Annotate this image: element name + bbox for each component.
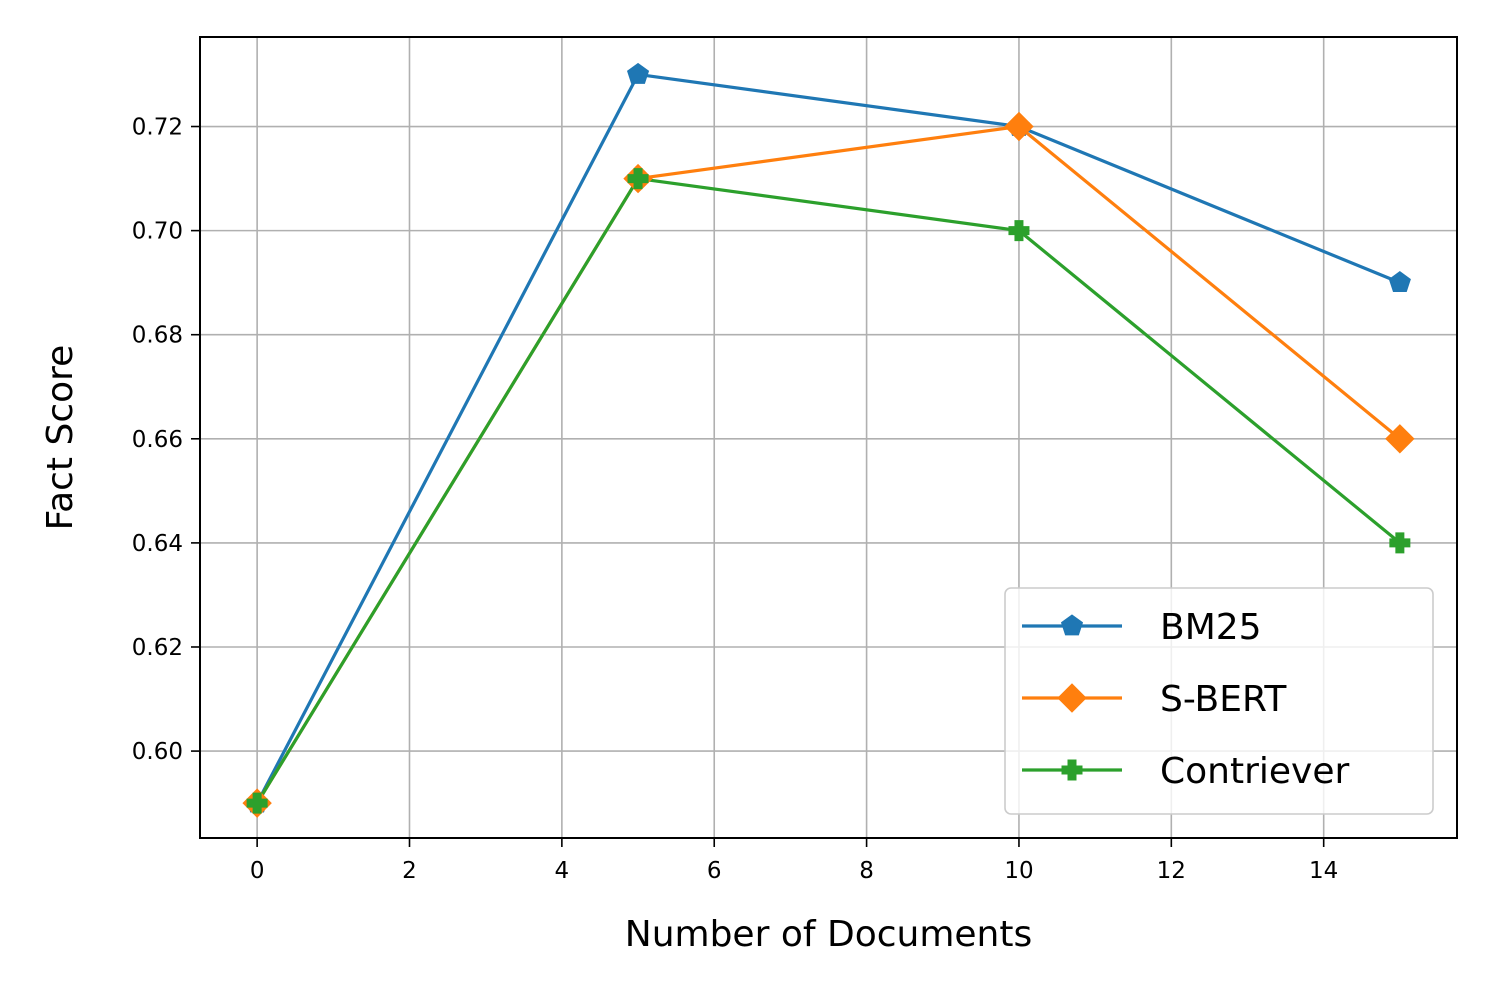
series-markers	[242, 62, 1415, 818]
x-axis-ticks: 0 2 4 6 8 10 12 14	[250, 838, 1338, 884]
y-tick-label: 0.64	[132, 531, 183, 557]
x-tick-label: 10	[1004, 858, 1033, 884]
legend-marker	[1060, 614, 1084, 636]
series-line-2	[255, 176, 1401, 804]
legend-marker	[1057, 683, 1087, 713]
legend: BM25 S-BERT Contriever	[1004, 587, 1434, 815]
x-tick-label: 14	[1309, 858, 1338, 884]
legend-marker	[1061, 759, 1083, 781]
y-tick-label: 0.70	[132, 219, 183, 245]
x-tick-label: 0	[250, 858, 265, 884]
data-point	[246, 792, 268, 814]
data-point	[1388, 271, 1411, 293]
data-point	[1004, 111, 1034, 142]
series-lines	[255, 72, 1401, 804]
legend-box	[1004, 587, 1434, 815]
x-tick-label: 8	[859, 858, 874, 884]
legend-label: BM25	[1160, 607, 1262, 648]
y-tick-label: 0.68	[132, 323, 183, 349]
x-tick-label: 2	[402, 858, 417, 884]
legend-label: S-BERT	[1160, 679, 1287, 720]
data-point	[1385, 424, 1415, 454]
data-point	[1389, 532, 1411, 554]
y-tick-label: 0.62	[132, 635, 183, 661]
y-axis-ticks: 0.60 0.62 0.64 0.66 0.68 0.70 0.72	[132, 115, 200, 765]
legend-label: Contriever	[1160, 751, 1349, 792]
x-axis-label: Number of Documents	[625, 914, 1032, 955]
x-tick-label: 4	[555, 858, 570, 884]
y-axis-label: Fact Score	[40, 345, 81, 531]
x-tick-label: 12	[1157, 858, 1186, 884]
x-tick-label: 6	[707, 858, 722, 884]
y-tick-label: 0.60	[132, 739, 183, 765]
data-point	[1008, 220, 1030, 242]
data-point	[627, 168, 649, 190]
y-tick-label: 0.72	[132, 115, 183, 141]
data-point	[626, 62, 650, 84]
series-line-0	[255, 72, 1401, 804]
grid-lines	[200, 37, 1457, 838]
y-tick-label: 0.66	[132, 427, 183, 453]
plot-frame	[199, 36, 1458, 839]
